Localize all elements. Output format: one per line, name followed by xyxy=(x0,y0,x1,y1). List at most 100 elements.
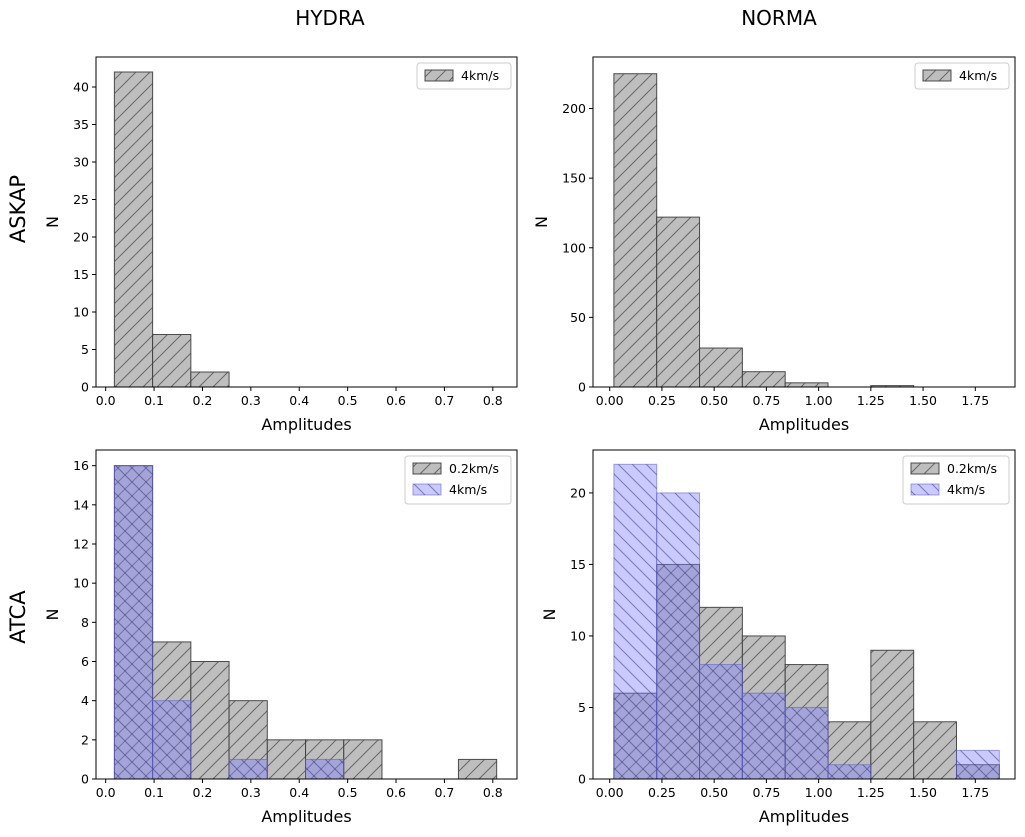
bar-hatch xyxy=(613,464,657,779)
x-tick-label: 1.75 xyxy=(961,785,989,800)
y-tick-label: 12 xyxy=(73,537,89,552)
x-tick-label: 0.25 xyxy=(648,393,676,408)
x-axis-label: Amplitudes xyxy=(261,807,351,826)
x-tick-label: 0.2 xyxy=(193,393,213,408)
legend: 4km/s xyxy=(914,62,1010,90)
legend: 0.2km/s 4km/s xyxy=(404,455,512,505)
legend-label: 4km/s xyxy=(959,68,997,83)
y-axis-label: N xyxy=(43,216,62,228)
legend-label: 4km/s xyxy=(461,68,499,83)
x-tick-label: 0.3 xyxy=(241,785,261,800)
bar-hatch xyxy=(343,739,382,779)
y-axis-label: N xyxy=(532,216,551,228)
bar-hatch xyxy=(190,661,230,779)
legend-swatch-hatch xyxy=(425,70,453,81)
panel-atca-norma: 0.00 0.25 0.50 0.75 1.00 1.25 1.50 1.75 0 5 10 15 20… xyxy=(540,449,1016,826)
x-tick-label: 0.75 xyxy=(752,785,780,800)
column-title-norma: NORMA xyxy=(741,6,817,30)
column-title-hydra: HYDRA xyxy=(295,6,365,30)
y-tick-label: 14 xyxy=(73,497,89,512)
y-tick-label: 25 xyxy=(73,192,89,207)
x-tick-label: 0.2 xyxy=(193,785,213,800)
y-tick-label: 40 xyxy=(73,80,89,95)
y-tick-label: 2 xyxy=(81,732,89,747)
bar-hatch xyxy=(229,759,268,779)
x-tick-label: 0.7 xyxy=(434,785,454,800)
axes-frame xyxy=(95,449,518,780)
x-tick-label: 0.8 xyxy=(483,785,503,800)
x-tick-label: 0.3 xyxy=(241,393,261,408)
x-tick-label: 0.4 xyxy=(289,393,309,408)
x-tick-label: 0.0 xyxy=(96,393,116,408)
y-tick-label: 10 xyxy=(73,305,89,320)
x-tick-label: 1.50 xyxy=(909,393,937,408)
x-tick-label: 0.50 xyxy=(700,393,728,408)
x-tick-label: 0.4 xyxy=(289,785,309,800)
legend-swatch-hatch xyxy=(413,484,441,495)
y-tick-label: 10 xyxy=(570,628,586,643)
x-tick-label: 0.50 xyxy=(700,785,728,800)
axes-frame xyxy=(592,56,1016,388)
bar-hatch xyxy=(870,650,914,779)
bar-hatch xyxy=(828,764,871,779)
axes-frame xyxy=(592,449,1016,780)
legend-swatch-hatch xyxy=(911,484,939,495)
y-tick-label: 15 xyxy=(570,557,586,572)
y-tick-label: 100 xyxy=(562,240,586,255)
bar-hatch xyxy=(742,371,786,387)
legend: 4km/s xyxy=(416,62,512,90)
panel-atca-hydra: 0.0 0.1 0.2 0.3 0.4 0.5 0.6 0.7 0.8 0 2 4 6 8 10 12 14 16… xyxy=(43,449,518,826)
legend: 0.2km/s 4km/s xyxy=(902,455,1010,505)
bar-hatch xyxy=(870,385,914,387)
bar-hatch xyxy=(267,739,306,779)
x-tick-label: 0.00 xyxy=(596,393,624,408)
x-tick-label: 0.75 xyxy=(752,393,780,408)
x-tick-label: 0.5 xyxy=(338,393,358,408)
bar-hatch xyxy=(699,664,743,779)
legend-label: 4km/s xyxy=(449,482,487,497)
x-tick-label: 0.8 xyxy=(483,393,503,408)
x-tick-label: 1.50 xyxy=(909,785,937,800)
axes-frame xyxy=(95,56,518,388)
legend-swatch-hatch xyxy=(413,463,441,474)
bar-hatch xyxy=(114,72,153,387)
x-axis-label: Amplitudes xyxy=(759,415,849,434)
legend-label: 4km/s xyxy=(947,482,985,497)
y-tick-label: 4 xyxy=(81,693,89,708)
series-4kms-gray xyxy=(113,71,230,388)
legend-label: 0.2km/s xyxy=(449,461,499,476)
y-tick-label: 0 xyxy=(81,772,89,787)
y-tick-label: 20 xyxy=(570,485,586,500)
x-tick-label: 1.00 xyxy=(805,785,833,800)
x-tick-label: 0.1 xyxy=(144,393,164,408)
bar-hatch xyxy=(458,759,497,779)
y-tick-label: 50 xyxy=(570,310,586,325)
legend-label: 0.2km/s xyxy=(947,461,997,476)
y-tick-label: 5 xyxy=(81,342,89,357)
bar-hatch xyxy=(613,73,657,387)
x-axis-label: Amplitudes xyxy=(759,807,849,826)
bar-hatch xyxy=(114,465,153,779)
x-tick-label: 0.5 xyxy=(338,785,358,800)
y-tick-label: 15 xyxy=(73,267,89,282)
y-tick-label: 35 xyxy=(73,117,89,132)
y-tick-label: 0 xyxy=(578,380,586,395)
x-tick-label: 0.1 xyxy=(144,785,164,800)
y-tick-label: 0 xyxy=(578,772,586,787)
y-tick-label: 16 xyxy=(73,458,89,473)
x-tick-label: 0.0 xyxy=(96,785,116,800)
x-tick-label: 1.25 xyxy=(857,393,885,408)
x-tick-label: 1.00 xyxy=(805,393,833,408)
y-axis-label: N xyxy=(43,609,62,621)
bar-hatch xyxy=(785,382,829,387)
panel-askap-norma: 0.00 0.25 0.50 0.75 1.00 1.25 1.50 1.75 0 50 100 15… xyxy=(532,56,1016,434)
x-tick-label: 0.00 xyxy=(596,785,624,800)
bar-hatch xyxy=(956,750,1000,779)
y-tick-label: 20 xyxy=(73,230,89,245)
x-tick-label: 0.7 xyxy=(434,393,454,408)
y-tick-label: 8 xyxy=(81,615,89,630)
y-tick-label: 200 xyxy=(562,101,586,116)
y-tick-label: 10 xyxy=(73,576,89,591)
legend-swatch-hatch xyxy=(923,70,951,81)
